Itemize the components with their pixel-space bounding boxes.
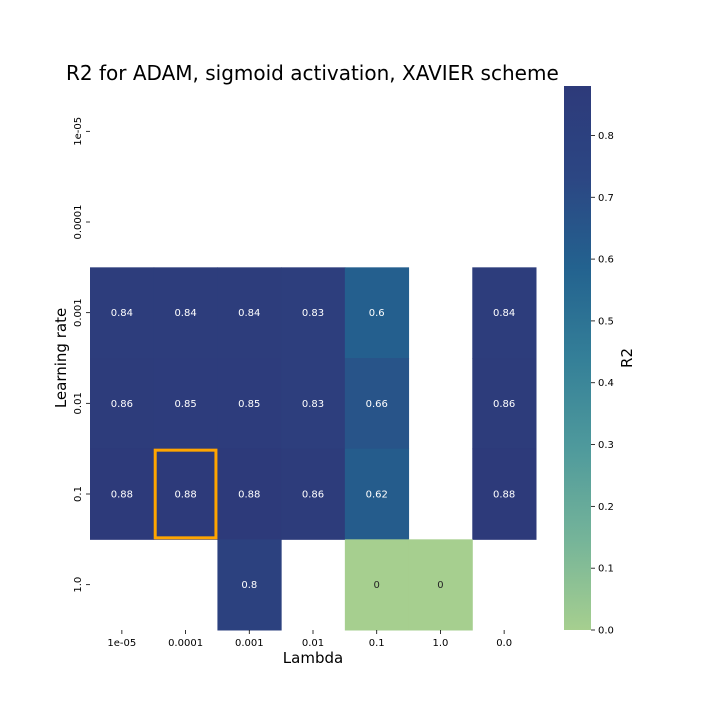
- cell-value-label: 0.86: [493, 399, 515, 410]
- heatmap-cell: [472, 267, 537, 359]
- heatmap-cell: [90, 448, 155, 540]
- x-axis-ticks: 1e-05 0.0001 0.001 0.01 0.1 1.0 0.0: [107, 630, 512, 649]
- cell-value-label: 0.83: [302, 399, 324, 410]
- cell-value-label: 0: [437, 580, 443, 591]
- heatmap-cell: [344, 358, 410, 450]
- y-tick-label: 1e-05: [73, 117, 84, 146]
- cell-value-label: 0.85: [174, 399, 196, 410]
- x-tick-label: 0.01: [302, 638, 324, 649]
- cell-value-label: 0.88: [493, 490, 515, 501]
- x-tick-label: 1.0: [432, 638, 448, 649]
- colorbar-tick-label: 0.3: [598, 440, 614, 451]
- colorbar-tick-label: 0.5: [598, 316, 614, 327]
- cell-value-label: 0.83: [302, 308, 324, 319]
- colorbar-tick-label: 0.7: [598, 193, 614, 204]
- highlight-box: [153, 448, 218, 540]
- heatmap-cells: [90, 267, 537, 631]
- y-tick-label: 0.0001: [73, 205, 84, 240]
- heatmap-cell: [344, 267, 410, 359]
- heatmap-cell: [90, 358, 155, 450]
- heatmap-cell: [344, 448, 410, 540]
- colorbar-tick-label: 0.6: [598, 255, 614, 266]
- heatmap-cell: [153, 267, 218, 359]
- cell-value-label: 0.88: [174, 490, 196, 501]
- heatmap-cell: [153, 448, 218, 540]
- y-axis-ticks: 1e-05 0.0001 0.001 0.01 0.1 1.0: [73, 117, 90, 593]
- cell-value-label: 0.84: [238, 308, 260, 319]
- colorbar-tick-label: 0.4: [598, 378, 614, 389]
- cell-value-label: 0.85: [238, 399, 260, 410]
- cell-value-label: 0.88: [111, 490, 133, 501]
- chart-title: R2 for ADAM, sigmoid activation, XAVIER …: [66, 61, 559, 85]
- heatmap-cell: [90, 267, 155, 359]
- heatmap-cell: [472, 448, 537, 540]
- colorbar-tick-label: 0.2: [598, 502, 614, 513]
- colorbar-tick-label: 0.1: [598, 564, 614, 575]
- colorbar-tick-label: 0.0: [598, 626, 614, 637]
- heatmap-cell: [344, 539, 410, 631]
- cell-value-label: 0.88: [238, 490, 260, 501]
- colorbar: 0.0 0.1 0.2 0.3 0.4 0.5 0.6 0.7 0.8: [564, 86, 614, 637]
- colorbar-tick-label: 0.8: [598, 131, 614, 142]
- cell-value-label: 0.6: [369, 308, 385, 319]
- y-tick-label: 0.1: [73, 486, 84, 502]
- heatmap-cell: [217, 358, 282, 450]
- cell-value-label: 0.62: [366, 490, 388, 501]
- heatmap-cell: [217, 267, 282, 359]
- cell-value-label: 0.66: [366, 399, 388, 410]
- x-tick-label: 0.0001: [168, 638, 203, 649]
- heatmap-cell: [281, 267, 346, 359]
- cell-value-label: 0.86: [302, 490, 324, 501]
- x-tick-label: 0.001: [235, 638, 264, 649]
- heatmap-cell-labels: 0.84 0.84 0.84 0.83 0.6 0.84 0.86 0.85 0.85 0.83 0…: [111, 308, 516, 591]
- cell-value-label: 0.84: [174, 308, 196, 319]
- heatmap-cell: [281, 358, 346, 450]
- colorbar-label: R2: [618, 348, 636, 368]
- x-axis-label: Lambda: [283, 649, 343, 667]
- y-tick-label: 0.001: [73, 298, 84, 327]
- heatmap-cell: [281, 448, 346, 540]
- heatmap-cell: [217, 539, 282, 631]
- colorbar-gradient: [564, 86, 591, 630]
- x-tick-label: 0.1: [369, 638, 385, 649]
- cell-value-label: 0.8: [241, 580, 257, 591]
- cell-value-label: 0: [374, 580, 380, 591]
- y-tick-label: 1.0: [73, 577, 84, 593]
- heatmap-cell: [408, 539, 473, 631]
- y-axis-label: Learning rate: [52, 308, 70, 408]
- cell-value-label: 0.84: [493, 308, 515, 319]
- heatmap-cell: [153, 358, 218, 450]
- cell-value-label: 0.84: [111, 308, 133, 319]
- cell-value-label: 0.86: [111, 399, 133, 410]
- x-tick-label: 0.0: [496, 638, 512, 649]
- heatmap-cell: [472, 358, 537, 450]
- y-tick-label: 0.01: [73, 392, 84, 414]
- heatmap-cell: [217, 448, 282, 540]
- x-tick-label: 1e-05: [107, 638, 136, 649]
